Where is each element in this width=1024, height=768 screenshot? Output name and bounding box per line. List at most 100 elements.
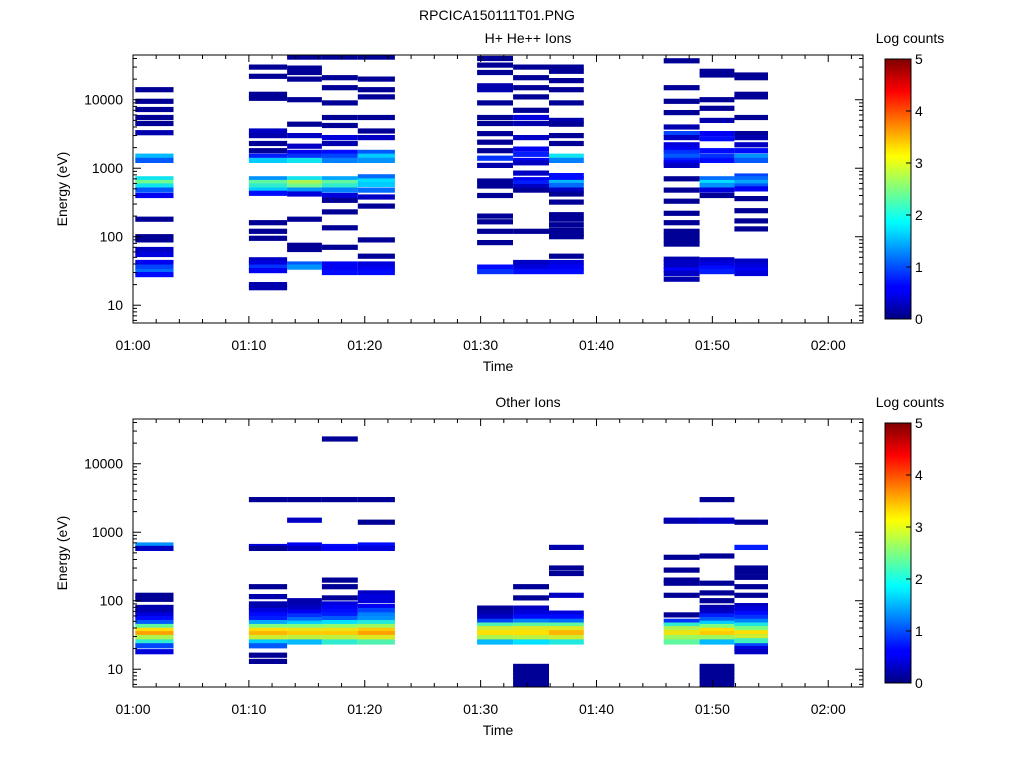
- heatmap-cell: [135, 246, 174, 253]
- heatmap-cell: [663, 220, 700, 226]
- heatmap-cell: [357, 181, 395, 187]
- y-tick-label: 1000: [92, 160, 123, 176]
- heatmap-cell: [135, 634, 174, 641]
- heatmap-cell: [477, 155, 513, 161]
- heatmap-cell: [734, 565, 768, 571]
- heatmap-cell: [699, 604, 735, 610]
- heatmap-cell: [248, 634, 288, 641]
- panel-other-ions: Other Ions 01:00 01:10 01:20 01:30 01:40 01:50…: [54, 394, 944, 738]
- heatmap-cell: [663, 630, 700, 636]
- heatmap-cell: [549, 78, 584, 84]
- heatmap-cell: [699, 623, 735, 630]
- heatmap-cell: [663, 146, 700, 152]
- heatmap-cell: [549, 133, 584, 139]
- heatmap-cell: [135, 264, 174, 270]
- heatmap-cell: [135, 604, 174, 610]
- heatmap-cell: [663, 149, 700, 155]
- colorbar-tick-label: 2: [915, 571, 923, 587]
- heatmap-cell: [513, 605, 549, 611]
- heatmap-cell: [699, 136, 735, 142]
- heatmap-cell: [513, 618, 549, 624]
- heatmap-cell: [734, 603, 768, 609]
- x-tick-label: 01:10: [231, 337, 266, 353]
- heatmap-cell: [549, 173, 584, 179]
- heatmap-cell: [248, 545, 288, 551]
- heatmap-cell: [248, 285, 288, 291]
- heatmap-cell: [699, 105, 735, 111]
- heatmap-cell: [663, 276, 700, 282]
- heatmap-cell: [477, 131, 513, 137]
- heatmap-cell: [513, 228, 549, 234]
- heatmap-cell: [734, 258, 768, 264]
- heatmap-cell: [477, 634, 513, 641]
- heatmap-cell: [663, 228, 700, 234]
- heatmap-cell: [135, 627, 174, 633]
- panel-title: H+ He++ Ions: [485, 30, 572, 46]
- heatmap-cell: [321, 266, 358, 272]
- heatmap-cell: [357, 203, 395, 209]
- heatmap-cell: [699, 117, 735, 123]
- x-tick-label: 01:40: [579, 701, 614, 717]
- heatmap-cell: [734, 148, 768, 154]
- heatmap-cell: [477, 55, 513, 62]
- heatmap-cell: [513, 584, 549, 590]
- heatmap-cell: [734, 179, 768, 186]
- heatmap-cell: [248, 157, 288, 163]
- heatmap-cell: [321, 269, 358, 276]
- heatmap-cell: [248, 64, 288, 70]
- heatmap-cell: [287, 623, 322, 630]
- heatmap-cell: [248, 601, 288, 607]
- heatmap-cell: [699, 72, 735, 78]
- heatmap-cell: [663, 256, 700, 262]
- heatmap-cell: [549, 639, 584, 645]
- heatmap-cell: [357, 634, 395, 641]
- heatmap-cell: [357, 627, 395, 633]
- heatmap-cell: [477, 62, 513, 68]
- heatmap-cell: [321, 225, 358, 231]
- heatmap-cell: [248, 148, 288, 154]
- heatmap-cell: [734, 135, 768, 141]
- x-tick-label: 01:30: [463, 701, 498, 717]
- x-tick-label: 01:00: [115, 337, 150, 353]
- heatmap-cell: [477, 622, 513, 628]
- heatmap-cell: [663, 237, 700, 243]
- heatmap-cell: [287, 76, 322, 82]
- heatmap-cell: [734, 153, 768, 159]
- colorbar-tick-label: 0: [915, 311, 923, 327]
- heatmap-cell: [734, 592, 768, 598]
- heatmap-cell: [663, 98, 700, 104]
- heatmap-cell: [513, 622, 549, 628]
- heatmap-cell: [135, 251, 174, 258]
- heatmap-cell: [699, 666, 735, 672]
- heatmap-cell: [699, 153, 735, 159]
- heatmap-cell: [699, 608, 735, 614]
- heatmap-cell: [513, 160, 549, 166]
- heatmap-cell: [287, 69, 322, 76]
- heatmap-cell: [477, 162, 513, 168]
- heatmap-cell: [477, 139, 513, 145]
- heatmap-cell: [549, 87, 584, 93]
- heatmap-cell: [513, 634, 549, 641]
- heatmap-cell: [287, 121, 322, 127]
- heatmap-cell: [477, 618, 513, 624]
- heatmap-cell: [135, 216, 174, 222]
- heatmap-cell: [734, 569, 768, 575]
- y-tick-label: 1000: [92, 524, 123, 540]
- heatmap-cell: [287, 634, 322, 641]
- heatmap-cell: [248, 183, 288, 189]
- heatmap-cell: [135, 542, 174, 548]
- heatmap-cell: [663, 259, 700, 266]
- heatmap-cell: [663, 124, 700, 130]
- heatmap-cell: [699, 620, 735, 626]
- heatmap-cell: [477, 630, 513, 636]
- x-tick-label: 01:20: [347, 701, 382, 717]
- heatmap-cell: [549, 191, 584, 197]
- heatmap-cell: [248, 607, 288, 614]
- heatmap-cell: [321, 261, 358, 267]
- heatmap-cell: [513, 630, 549, 636]
- colorbar-tick-label: 1: [915, 259, 923, 275]
- heatmap-cell: [321, 192, 358, 199]
- heatmap-cell: [357, 178, 395, 184]
- figure-title: RPCICA150111T01.PNG: [419, 7, 575, 23]
- heatmap-cell: [287, 97, 322, 103]
